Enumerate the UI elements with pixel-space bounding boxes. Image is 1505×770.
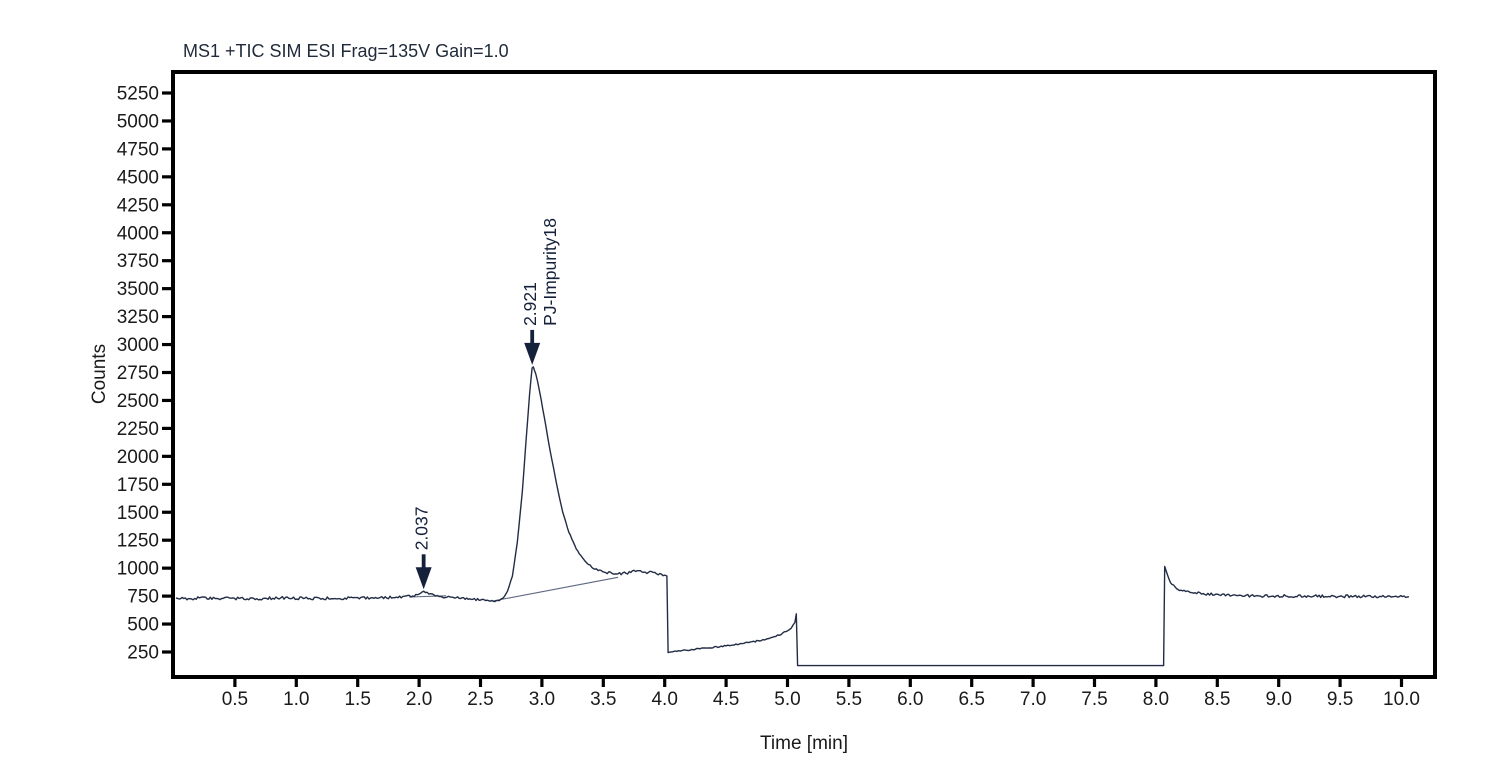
y-tick-label: 3000 [117, 335, 159, 356]
y-tick-label: 1500 [117, 503, 159, 524]
y-tick-label: 4250 [117, 195, 159, 216]
x-tick-label: 10.0 [1383, 689, 1420, 710]
x-tick-label: 7.5 [1081, 689, 1107, 710]
y-tick-label: 2250 [117, 419, 159, 440]
y-tick-label: 3250 [117, 307, 159, 328]
y-tick-label: 250 [127, 643, 159, 664]
x-tick-label: 1.5 [344, 689, 370, 710]
tic-trace-line [175, 366, 1410, 667]
y-tick-label: 4000 [117, 223, 159, 244]
integration-baseline-1 [492, 576, 619, 602]
peak-arrow-stem [530, 329, 535, 345]
x-tick-label: 1.0 [283, 689, 309, 710]
y-tick-label: 5000 [117, 111, 159, 132]
x-tick-label: 6.5 [958, 689, 984, 710]
y-tick-label: 2500 [117, 391, 159, 412]
x-tick-label: 4.5 [713, 689, 739, 710]
tic-trace [175, 366, 1410, 667]
y-tick-label: 2750 [117, 363, 159, 384]
y-tick-label: 5250 [117, 84, 159, 105]
x-tick-label: 0.5 [222, 689, 248, 710]
x-tick-label: 2.0 [406, 689, 432, 710]
x-tick-label: 7.0 [1020, 689, 1046, 710]
x-tick-label: 6.0 [897, 689, 923, 710]
peak-arrow-stem [421, 554, 426, 570]
y-tick-label: 2000 [117, 447, 159, 468]
x-axis-title: Time [min] [760, 733, 848, 754]
peak-annotations: 2.037 2.921 PJ-Impurity18 [412, 218, 560, 590]
y-tick-label: 1000 [117, 559, 159, 580]
peak-rt-label: 2.921 [520, 282, 540, 326]
y-axis-title: Counts [89, 344, 110, 404]
y-tick-label: 750 [127, 587, 159, 608]
x-tick-label: 3.0 [529, 689, 555, 710]
x-tick-label: 5.0 [774, 689, 800, 710]
y-tick-label: 500 [127, 615, 159, 636]
peak-compound-label: PJ-Impurity18 [540, 218, 560, 326]
y-tick-label: 1250 [117, 531, 159, 552]
y-tick-label: 4500 [117, 167, 159, 188]
x-tick-label: 4.0 [651, 689, 677, 710]
chart-title: MS1 +TIC SIM ESI Frag=135V Gain=1.0 [183, 41, 509, 61]
peak-arrow-icon [415, 567, 432, 590]
y-tick-label: 4750 [117, 139, 159, 160]
plot-border [171, 70, 1437, 679]
axis-ticks: 0.5 1.0 1.5 2.0 2.5 3.0 3.5 4.0 4.5 5.0 5.5 6.0 6.5 7… [117, 84, 1420, 711]
x-tick-label: 8.0 [1143, 689, 1169, 710]
y-tick-label: 1750 [117, 475, 159, 496]
x-tick-label: 2.5 [467, 689, 493, 710]
peak-rt-label: 2.037 [412, 506, 432, 550]
x-tick-label: 3.5 [590, 689, 616, 710]
x-tick-label: 9.5 [1327, 689, 1353, 710]
x-tick-label: 8.5 [1204, 689, 1230, 710]
peak-arrow-icon [524, 342, 541, 365]
x-tick-label: 9.0 [1265, 689, 1291, 710]
y-tick-label: 3500 [117, 279, 159, 300]
x-tick-label: 5.5 [836, 689, 862, 710]
y-tick-label: 3750 [117, 251, 159, 272]
